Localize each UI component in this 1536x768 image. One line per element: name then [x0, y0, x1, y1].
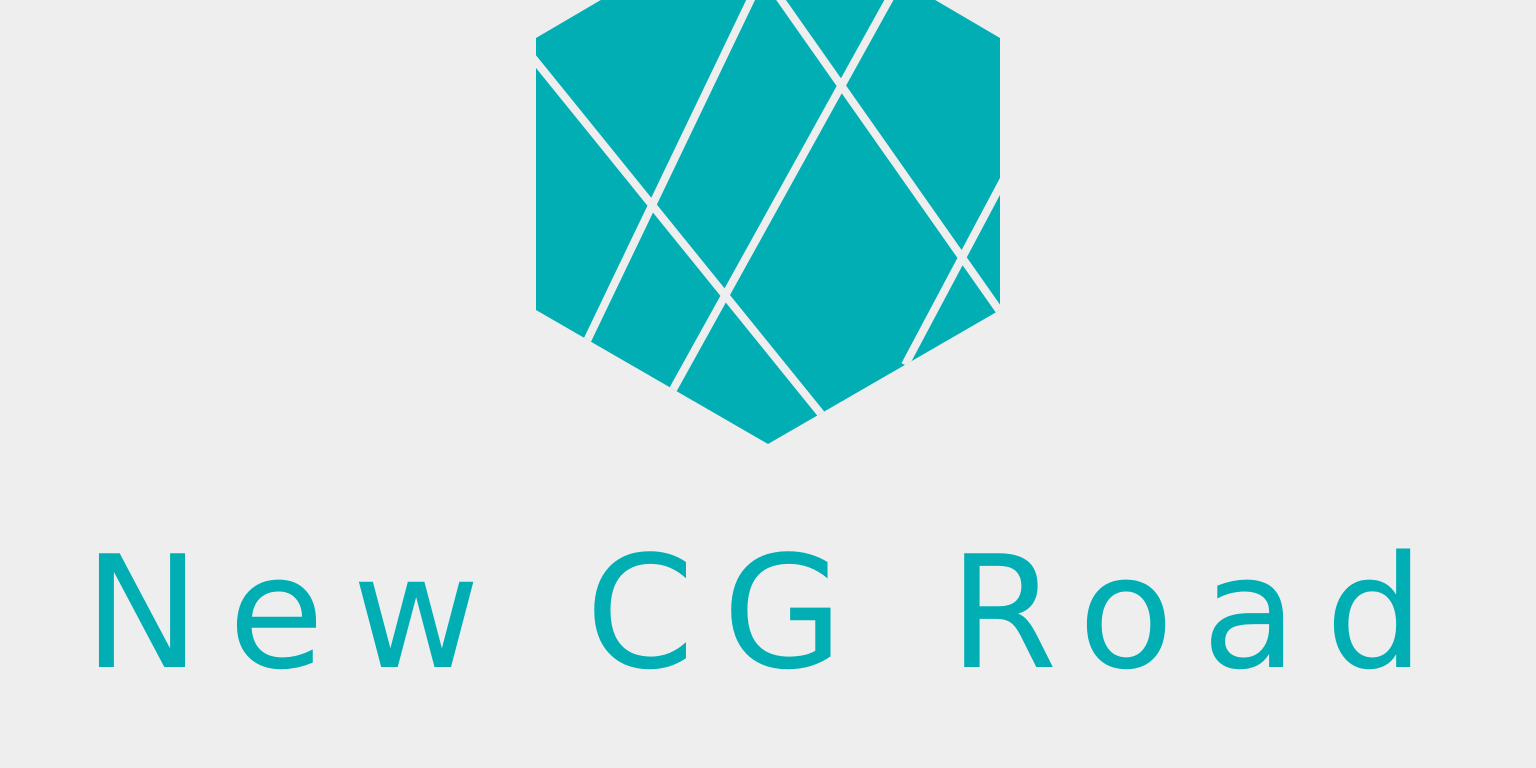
brand-name: New CG Road: [83, 522, 1453, 704]
